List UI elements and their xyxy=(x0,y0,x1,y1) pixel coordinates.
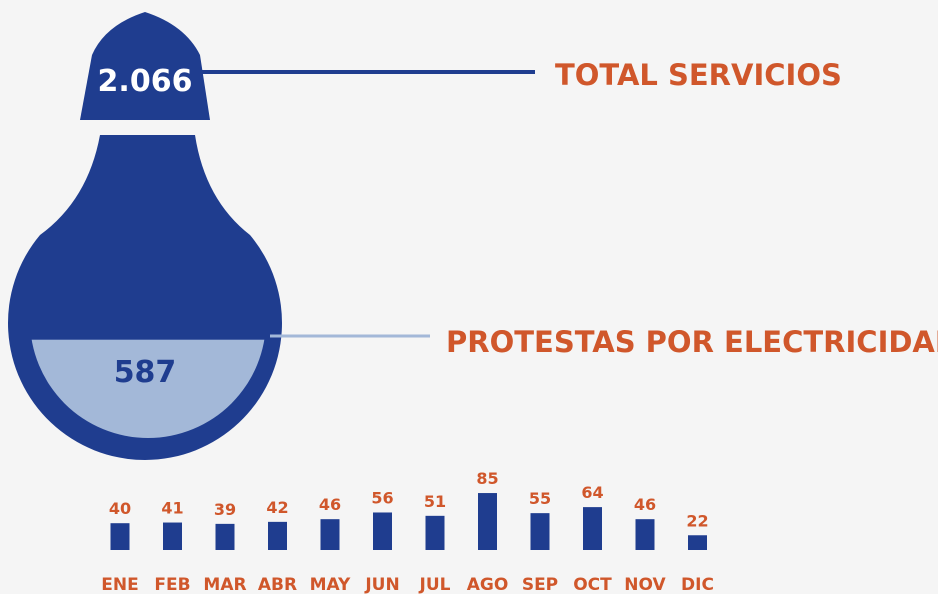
value-label: 85 xyxy=(476,469,498,488)
bar xyxy=(268,521,287,550)
bar xyxy=(530,513,550,550)
bar xyxy=(373,512,392,550)
value-label: 39 xyxy=(214,500,236,519)
x-tick-label: MAR xyxy=(203,575,246,594)
bar xyxy=(635,519,655,550)
bar xyxy=(478,493,497,550)
total-value: 2.066 xyxy=(98,64,193,99)
x-tick-label: OCT xyxy=(573,575,612,594)
bulb-cap xyxy=(80,12,210,120)
x-tick-label: DIC xyxy=(681,575,714,594)
bar xyxy=(110,523,130,550)
value-label: 64 xyxy=(581,483,603,502)
bar xyxy=(320,519,340,550)
x-tick-label: ABR xyxy=(258,575,297,594)
x-tick-label: AGO xyxy=(467,575,509,594)
bar xyxy=(163,522,182,550)
part-value: 587 xyxy=(114,355,177,390)
x-tick-label: ENE xyxy=(101,575,138,594)
x-tick-label: JUL xyxy=(419,575,451,594)
value-label: 42 xyxy=(266,498,288,517)
bar xyxy=(583,507,602,550)
bar xyxy=(688,535,707,550)
x-tick-label: FEB xyxy=(154,575,190,594)
value-label: 40 xyxy=(109,499,131,518)
x-tick-label: MAY xyxy=(310,575,351,594)
bar xyxy=(425,515,445,550)
value-label: 55 xyxy=(529,489,551,508)
part-title: PROTESTAS POR ELECTRICIDAD xyxy=(446,325,938,359)
value-label: 51 xyxy=(424,492,446,511)
value-label: 22 xyxy=(686,511,708,530)
bar xyxy=(215,523,235,550)
value-label: 46 xyxy=(634,495,656,514)
x-tick-label: NOV xyxy=(624,575,666,594)
total-title: TOTAL SERVICIOS xyxy=(555,58,842,92)
x-tick-label: SEP xyxy=(522,575,558,594)
x-tick-label: JUN xyxy=(364,575,399,594)
value-label: 41 xyxy=(161,499,183,518)
value-label: 46 xyxy=(319,495,341,514)
value-label: 56 xyxy=(371,488,393,507)
